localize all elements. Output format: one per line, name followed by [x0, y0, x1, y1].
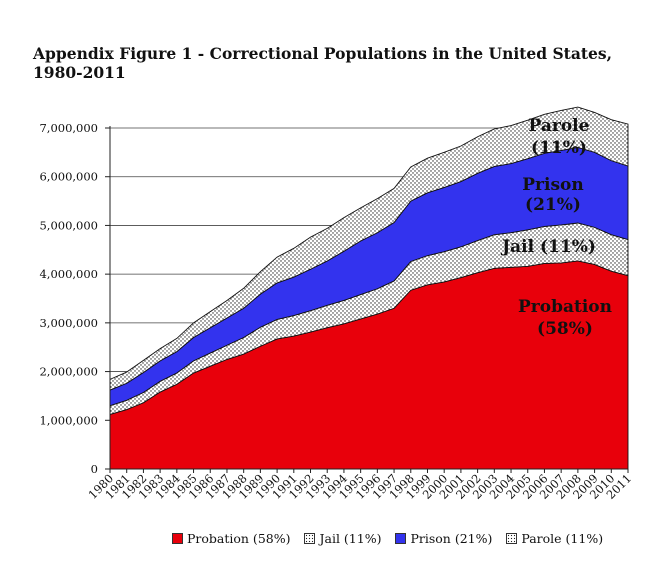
area-annotations: Parole (11%) Prison (21%) Jail (11%) Pro… [500, 116, 612, 339]
annotation-parole-line1: Parole [529, 116, 590, 136]
axes [105, 126, 628, 470]
legend-swatch-parole [506, 533, 518, 544]
chart-legend: Probation (58%) Jail (11%) Prison (21%) … [172, 531, 603, 546]
legend-label-prison: Prison (21%) [410, 531, 493, 546]
legend-label-jail: Jail (11%) [319, 531, 382, 546]
area-parole [109, 106, 629, 391]
legend-swatch-jail [304, 533, 316, 544]
x-tick-labels: 1980198119821983198419851986198719881989… [86, 469, 634, 502]
legend-swatch-prison [395, 533, 407, 544]
legend-item-parole: Parole (11%) [506, 531, 603, 546]
annotation-prison-line1: Prison [522, 175, 583, 195]
legend-label-parole: Parole (11%) [521, 531, 604, 546]
annotation-prison-line2: (21%) [525, 195, 581, 215]
y-tick-label: 5,000,000 [39, 218, 98, 232]
y-tick-label: 6,000,000 [39, 170, 98, 184]
y-tick-label: 4,000,000 [39, 267, 98, 281]
annotation-probation-line2: (58%) [537, 319, 593, 339]
y-tick-label: 1,000,000 [39, 413, 98, 427]
annotation-jail: Jail (11%) [500, 237, 596, 257]
legend-item-prison: Prison (21%) [395, 531, 492, 546]
chart-title: Appendix Figure 1 - Correctional Populat… [33, 44, 613, 82]
area-series [109, 106, 629, 470]
y-tick-label: 2,000,000 [39, 365, 98, 379]
legend-item-probation: Probation (58%) [172, 531, 290, 546]
annotation-probation-line1: Probation [518, 297, 612, 317]
y-tick-label: 0 [91, 462, 98, 476]
annotation-parole-line2: (11%) [531, 138, 587, 158]
legend-swatch-probation [172, 533, 183, 544]
y-tick-label: 3,000,000 [39, 316, 98, 330]
y-tick-labels: 0 1,000,000 2,000,000 3,000,000 4,000,000 5,0… [39, 121, 98, 476]
y-tick-label: 7,000,000 [39, 121, 98, 135]
legend-item-jail: Jail (11%) [304, 531, 381, 546]
legend-label-probation: Probation (58%) [187, 531, 291, 546]
